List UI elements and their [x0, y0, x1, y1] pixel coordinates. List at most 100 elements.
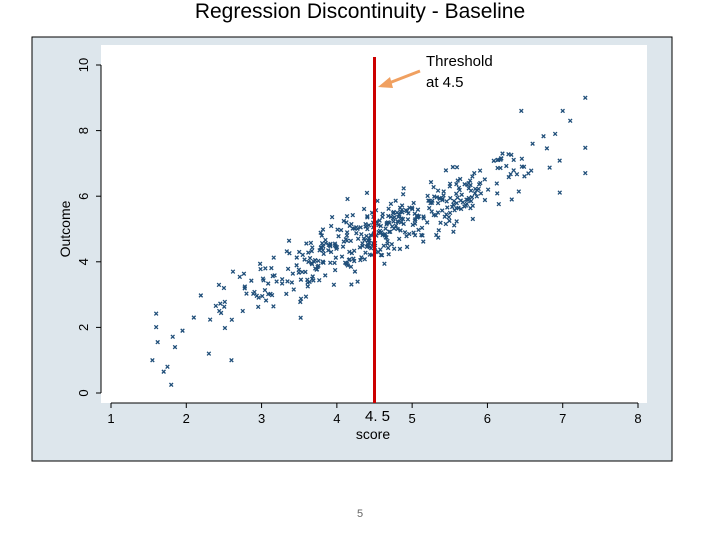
data-point — [332, 267, 338, 273]
data-point — [451, 198, 457, 204]
data-point — [294, 255, 300, 260]
data-point — [328, 249, 334, 255]
data-point — [351, 248, 357, 254]
data-point — [315, 264, 320, 270]
data-point — [401, 186, 406, 191]
data-point — [289, 280, 295, 285]
data-point — [344, 220, 349, 225]
data-point — [470, 174, 475, 179]
data-point — [168, 382, 174, 388]
data-point — [467, 178, 473, 183]
data-point — [457, 176, 463, 182]
data-point — [455, 195, 460, 200]
data-point — [316, 258, 321, 264]
data-point — [560, 108, 565, 114]
data-point — [385, 220, 391, 225]
data-point — [355, 236, 361, 242]
data-point — [421, 239, 426, 244]
data-point — [392, 214, 397, 220]
threshold-arrow-shaft — [388, 69, 421, 85]
data-point — [350, 226, 355, 231]
data-point — [161, 369, 166, 374]
data-point — [241, 271, 247, 276]
x-tick-label: 6 — [484, 411, 491, 426]
data-point — [405, 217, 411, 222]
x-tick-label: 3 — [258, 411, 265, 426]
data-point — [320, 227, 326, 232]
data-point — [328, 241, 333, 247]
data-point — [363, 224, 368, 229]
data-point — [218, 301, 223, 306]
data-point — [310, 274, 315, 279]
data-point — [335, 227, 340, 232]
y-tick-label: 8 — [76, 127, 91, 134]
data-point — [435, 200, 441, 206]
data-point — [547, 165, 552, 170]
data-point — [468, 188, 474, 193]
data-point — [583, 145, 588, 151]
data-point — [391, 246, 397, 252]
data-point — [445, 205, 450, 210]
data-point — [366, 222, 372, 228]
data-point — [458, 206, 464, 212]
data-point — [352, 269, 358, 274]
y-tick-label: 6 — [76, 193, 91, 200]
data-point — [474, 194, 480, 199]
data-point — [279, 276, 285, 282]
data-point — [242, 284, 248, 289]
data-point — [365, 213, 370, 219]
x-tick-label: 8 — [634, 411, 641, 426]
data-point — [386, 252, 391, 257]
data-point — [222, 299, 228, 305]
data-point — [519, 156, 525, 162]
data-point — [170, 334, 175, 340]
data-point — [364, 190, 370, 196]
data-point — [567, 118, 573, 124]
data-point — [470, 203, 475, 209]
data-point — [557, 190, 563, 195]
data-point — [222, 325, 228, 331]
x-tick-label: 5 — [409, 411, 416, 426]
data-point — [456, 205, 461, 211]
data-point — [305, 277, 310, 283]
data-point — [333, 255, 339, 260]
data-point — [521, 164, 527, 170]
x-axis-title: score — [356, 426, 390, 442]
data-point — [365, 215, 370, 220]
data-point — [240, 308, 246, 314]
data-point — [306, 250, 311, 255]
data-point — [494, 191, 500, 196]
data-point — [279, 281, 285, 286]
data-point — [316, 277, 322, 283]
data-point — [364, 233, 369, 239]
threshold-label-line1: Threshold — [426, 53, 493, 70]
data-point — [426, 198, 431, 203]
data-point — [519, 108, 524, 114]
data-point — [349, 221, 354, 227]
data-point — [323, 237, 328, 243]
data-point — [321, 244, 326, 249]
data-point — [310, 245, 315, 250]
data-point — [396, 236, 402, 242]
data-point — [360, 243, 365, 249]
data-point — [285, 279, 290, 284]
data-point — [425, 193, 430, 199]
data-point — [415, 207, 421, 212]
data-point — [303, 294, 309, 299]
data-point — [290, 271, 296, 276]
data-point — [383, 235, 389, 240]
threshold-arrow — [378, 69, 421, 88]
data-point — [389, 241, 395, 247]
data-point — [309, 248, 315, 254]
data-point — [411, 200, 416, 206]
data-point — [434, 232, 439, 238]
x-tick-label: 4 — [333, 411, 340, 426]
data-point — [400, 191, 406, 197]
data-point — [516, 189, 522, 194]
data-point — [357, 245, 363, 250]
data-point — [386, 206, 391, 211]
data-point — [419, 225, 425, 231]
data-point — [347, 257, 352, 262]
data-point — [508, 171, 513, 177]
data-point — [305, 284, 311, 289]
